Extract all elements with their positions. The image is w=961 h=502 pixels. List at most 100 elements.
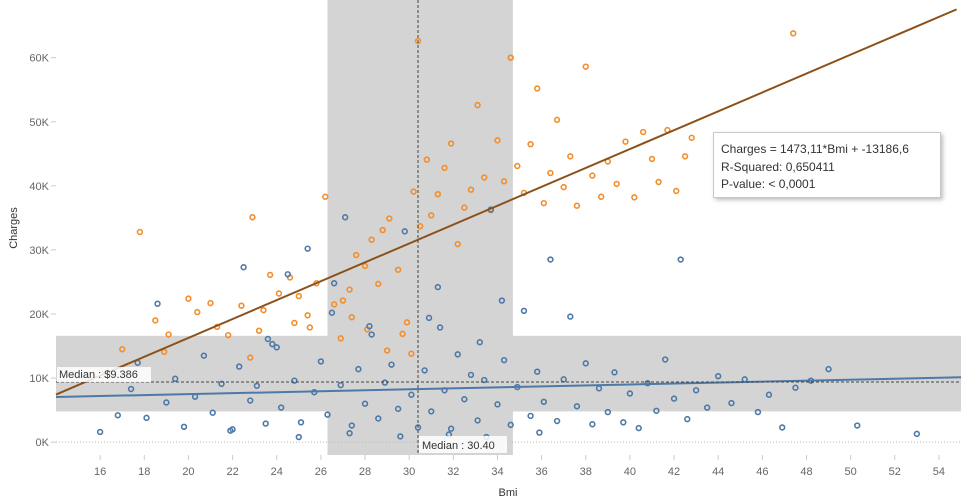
smoker-point[interactable] — [383, 347, 391, 354]
smoker-point[interactable] — [403, 319, 411, 326]
non-smoker-point[interactable] — [355, 365, 362, 373]
non-smoker-point[interactable] — [421, 367, 428, 374]
non-smoker-point[interactable] — [677, 256, 684, 263]
non-smoker-point[interactable] — [304, 245, 311, 252]
non-smoker-point[interactable] — [341, 214, 349, 221]
non-smoker-point[interactable] — [536, 429, 543, 436]
smoker-point[interactable] — [260, 306, 267, 314]
smoker-point[interactable] — [648, 155, 656, 163]
non-smoker-point[interactable] — [662, 356, 669, 363]
non-smoker-point[interactable] — [295, 433, 303, 441]
non-smoker-point[interactable] — [401, 228, 408, 235]
smoker-point[interactable] — [553, 116, 561, 124]
smoker-point[interactable] — [322, 193, 329, 200]
smoker-point[interactable] — [266, 271, 274, 279]
smoker-point[interactable] — [375, 280, 382, 288]
smoker-point[interactable] — [337, 335, 344, 342]
non-smoker-point[interactable] — [494, 401, 501, 408]
non-smoker-point[interactable] — [520, 307, 528, 315]
smoker-point[interactable] — [573, 202, 581, 209]
non-smoker-point[interactable] — [670, 395, 678, 402]
smoker-point[interactable] — [441, 164, 448, 172]
non-smoker-point[interactable] — [114, 412, 122, 419]
smoker-point[interactable] — [238, 302, 245, 309]
non-smoker-point[interactable] — [143, 414, 150, 422]
smoker-point[interactable] — [339, 297, 347, 304]
smoker-point[interactable] — [547, 169, 554, 177]
non-smoker-point[interactable] — [277, 404, 285, 411]
non-smoker-point[interactable] — [447, 425, 455, 432]
non-smoker-point[interactable] — [913, 430, 921, 438]
non-smoker-point[interactable] — [127, 385, 135, 393]
non-smoker-point[interactable] — [324, 411, 331, 418]
smoker-point[interactable] — [494, 137, 501, 144]
non-smoker-point[interactable] — [540, 398, 548, 406]
smoker-trend-line[interactable] — [55, 8, 957, 396]
non-smoker-point[interactable] — [154, 300, 161, 307]
smoker-point[interactable] — [119, 346, 126, 353]
non-smoker-point[interactable] — [498, 297, 506, 304]
smoker-point[interactable] — [447, 140, 455, 147]
non-smoker-point[interactable] — [408, 391, 415, 398]
smoker-point[interactable] — [688, 134, 695, 141]
smoker-point[interactable] — [152, 317, 159, 324]
non-smoker-point[interactable] — [553, 417, 561, 425]
smoker-point[interactable] — [631, 194, 638, 201]
non-smoker-point[interactable] — [533, 368, 541, 375]
smoker-point[interactable] — [361, 262, 369, 270]
smoker-point[interactable] — [249, 214, 256, 221]
non-smoker-point[interactable] — [397, 433, 404, 440]
non-smoker-point[interactable] — [589, 421, 596, 428]
smoker-point[interactable] — [481, 174, 488, 181]
smoker-point[interactable] — [500, 178, 508, 185]
smoker-point[interactable] — [582, 63, 589, 70]
non-smoker-point[interactable] — [236, 363, 243, 370]
smoker-point[interactable] — [560, 183, 567, 191]
smoker-point[interactable] — [185, 295, 192, 302]
non-smoker-point[interactable] — [163, 399, 170, 406]
non-smoker-point[interactable] — [368, 331, 375, 338]
smoker-point[interactable] — [346, 286, 353, 293]
non-smoker-point[interactable] — [765, 391, 773, 398]
non-smoker-point[interactable] — [284, 271, 291, 278]
non-smoker-point[interactable] — [269, 340, 276, 348]
non-smoker-point[interactable] — [604, 408, 612, 416]
smoker-point[interactable] — [275, 290, 283, 297]
smoker-point[interactable] — [434, 190, 442, 198]
smoker-point[interactable] — [306, 324, 314, 331]
non-smoker-point[interactable] — [436, 324, 444, 331]
non-smoker-point[interactable] — [291, 377, 298, 384]
non-smoker-point[interactable] — [474, 417, 481, 424]
non-smoker-point[interactable] — [626, 390, 634, 397]
non-smoker-point[interactable] — [527, 412, 534, 420]
non-smoker-trend-line[interactable] — [55, 376, 961, 399]
smoker-point[interactable] — [567, 153, 574, 160]
smoker-point[interactable] — [136, 228, 144, 236]
non-smoker-point[interactable] — [703, 404, 711, 411]
smoker-point[interactable] — [540, 199, 548, 207]
smoker-point[interactable] — [598, 193, 605, 200]
smoker-point[interactable] — [423, 156, 431, 163]
smoker-point[interactable] — [352, 251, 360, 259]
smoker-point[interactable] — [160, 348, 168, 356]
non-smoker-point[interactable] — [692, 387, 700, 394]
non-smoker-point[interactable] — [500, 356, 508, 364]
non-smoker-point[interactable] — [728, 399, 735, 407]
non-smoker-point[interactable] — [361, 400, 369, 407]
non-smoker-point[interactable] — [375, 415, 382, 422]
smoker-point[interactable] — [330, 301, 338, 308]
non-smoker-point[interactable] — [346, 430, 353, 437]
non-smoker-point[interactable] — [582, 360, 589, 367]
smoker-point[interactable] — [454, 240, 461, 248]
non-smoker-point[interactable] — [454, 351, 461, 358]
non-smoker-point[interactable] — [507, 421, 514, 429]
non-smoker-point[interactable] — [467, 371, 475, 379]
smoker-point[interactable] — [247, 354, 254, 361]
non-smoker-point[interactable] — [262, 420, 269, 427]
non-smoker-point[interactable] — [854, 422, 861, 429]
non-smoker-point[interactable] — [388, 361, 395, 368]
smoker-point[interactable] — [613, 180, 620, 188]
smoker-point[interactable] — [410, 188, 417, 195]
non-smoker-point[interactable] — [264, 335, 272, 343]
non-smoker-point[interactable] — [714, 372, 722, 380]
